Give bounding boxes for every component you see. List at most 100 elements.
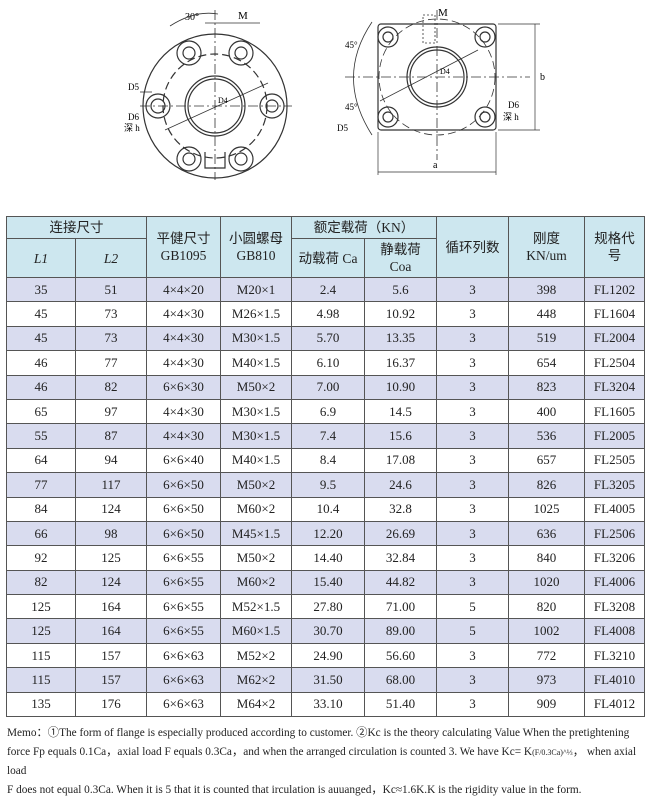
cell-key: 6×6×63 — [146, 667, 221, 693]
table-row: 35 51 4×4×20 M20×1 2.4 5.6 3 398 FL1202 — [6, 276, 645, 303]
cell-l1: 46 — [6, 374, 76, 400]
d5-label-left: D5 — [128, 82, 139, 92]
cell-circuits: 3 — [436, 350, 509, 376]
header-l2: L2 — [75, 238, 147, 278]
cell-static-load: 14.5 — [364, 398, 437, 425]
cell-circuits: 5 — [436, 618, 509, 644]
cell-static-load: 32.8 — [364, 496, 437, 522]
cell-model: FL2506 — [584, 520, 645, 547]
cell-l2: 82 — [75, 374, 147, 400]
cell-key: 6×6×55 — [146, 618, 221, 644]
header-model: 规格代号 — [584, 216, 645, 278]
d4-label-left: D4 — [218, 96, 228, 105]
cell-circuits: 3 — [436, 301, 509, 327]
memo-line-3: F does not equal 0.3Ca. When it is 5 tha… — [7, 784, 582, 796]
cell-l2: 164 — [75, 594, 147, 620]
cell-key: 6×6×40 — [146, 447, 221, 474]
cell-l2: 97 — [75, 398, 147, 425]
cell-nut: M64×2 — [220, 691, 292, 718]
angle-45-label-bottom: 45° — [345, 102, 358, 112]
cell-circuits: 3 — [436, 667, 509, 693]
cell-l2: 117 — [75, 472, 147, 498]
cell-rigidity: 654 — [508, 350, 585, 376]
cell-circuits: 3 — [436, 496, 509, 522]
memo-line-2: force Fp equals 0.1Ca，axial load F equal… — [7, 746, 637, 777]
cell-l1: 125 — [6, 594, 76, 620]
cell-l1: 45 — [6, 301, 76, 327]
cell-rigidity: 820 — [508, 594, 585, 620]
cell-static-load: 68.00 — [364, 667, 437, 693]
cell-static-load: 5.6 — [364, 276, 437, 303]
cell-dynamic-load: 12.20 — [291, 520, 365, 547]
cell-l2: 73 — [75, 301, 147, 327]
cell-key: 4×4×30 — [146, 398, 221, 425]
cell-l1: 46 — [6, 350, 76, 376]
cell-l2: 77 — [75, 350, 147, 376]
d5-label-right: D5 — [337, 123, 348, 133]
cell-key: 4×4×30 — [146, 301, 221, 327]
cell-static-load: 24.6 — [364, 472, 437, 498]
cell-static-load: 15.6 — [364, 423, 437, 449]
cell-rigidity: 826 — [508, 472, 585, 498]
cell-dynamic-load: 15.40 — [291, 569, 365, 596]
cell-model: FL4006 — [584, 569, 645, 596]
cell-static-load: 32.84 — [364, 545, 437, 571]
cell-static-load: 26.69 — [364, 520, 437, 547]
cell-key: 6×6×50 — [146, 520, 221, 547]
cell-rigidity: 1020 — [508, 569, 585, 596]
cell-static-load: 51.40 — [364, 691, 437, 718]
m-label-right: M — [438, 7, 448, 19]
cell-rigidity: 973 — [508, 667, 585, 693]
cell-nut: M40×1.5 — [220, 447, 292, 474]
cell-circuits: 3 — [436, 423, 509, 449]
cell-dynamic-load: 5.70 — [291, 325, 365, 352]
angle-30-label: 30° — [185, 12, 199, 23]
cell-l2: 176 — [75, 691, 147, 718]
cell-dynamic-load: 24.90 — [291, 642, 365, 669]
cell-l2: 124 — [75, 496, 147, 522]
cell-dynamic-load: 4.98 — [291, 301, 365, 327]
cell-l2: 98 — [75, 520, 147, 547]
bolt-holes — [145, 40, 285, 172]
cell-l1: 45 — [6, 325, 76, 352]
cell-circuits: 3 — [436, 691, 509, 718]
cell-key: 6×6×63 — [146, 691, 221, 718]
header-l1: L1 — [6, 238, 76, 278]
memo-note: Memo：①The form of flange is especially p… — [7, 724, 647, 800]
cell-nut: M26×1.5 — [220, 301, 292, 327]
table-row: 64 94 6×6×40 M40×1.5 8.4 17.08 3 657 FL2505 — [6, 447, 645, 474]
table-row: 45 73 4×4×30 M26×1.5 4.98 10.92 3 448 FL1604 — [6, 301, 645, 327]
cell-circuits: 3 — [436, 325, 509, 352]
table-row: 84 124 6×6×50 M60×2 10.4 32.8 3 1025 FL4005 — [6, 496, 645, 522]
cell-static-load: 17.08 — [364, 447, 437, 474]
cell-model: FL2005 — [584, 423, 645, 449]
cell-l1: 115 — [6, 667, 76, 693]
cell-l1: 77 — [6, 472, 76, 498]
cell-model: FL3210 — [584, 642, 645, 669]
cell-static-load: 16.37 — [364, 350, 437, 376]
cell-static-load: 13.35 — [364, 325, 437, 352]
cell-circuits: 3 — [436, 398, 509, 425]
cell-l1: 35 — [6, 276, 76, 303]
cell-model: FL2504 — [584, 350, 645, 376]
depth-label-right: 深 h — [503, 112, 519, 122]
cell-rigidity: 823 — [508, 374, 585, 400]
cell-dynamic-load: 6.10 — [291, 350, 365, 376]
cell-key: 4×4×30 — [146, 350, 221, 376]
cell-l1: 135 — [6, 691, 76, 718]
cell-nut: M50×2 — [220, 374, 292, 400]
kc-formula: (F/0.3Ca)^⅓ — [532, 748, 573, 757]
cell-nut: M45×1.5 — [220, 520, 292, 547]
cell-static-load: 56.60 — [364, 642, 437, 669]
cell-nut: M30×1.5 — [220, 325, 292, 352]
cell-key: 6×6×55 — [146, 569, 221, 596]
cell-rigidity: 772 — [508, 642, 585, 669]
table-row: 77 117 6×6×50 M50×2 9.5 24.6 3 826 FL3205 — [6, 472, 645, 498]
cell-rigidity: 657 — [508, 447, 585, 474]
depth-label-left: 深 h — [124, 123, 140, 133]
cell-key: 6×6×50 — [146, 496, 221, 522]
cell-model: FL3204 — [584, 374, 645, 400]
cell-l1: 115 — [6, 642, 76, 669]
cell-nut: M30×1.5 — [220, 398, 292, 425]
cell-circuits: 3 — [436, 472, 509, 498]
